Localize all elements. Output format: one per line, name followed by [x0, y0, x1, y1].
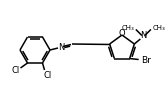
Text: Cl: Cl: [11, 66, 20, 76]
Text: N: N: [140, 32, 147, 40]
Text: Cl: Cl: [43, 72, 52, 80]
Text: Br: Br: [141, 56, 151, 65]
Text: CH₃: CH₃: [152, 25, 165, 31]
Text: N: N: [58, 42, 64, 52]
Text: CH₃: CH₃: [122, 25, 134, 31]
Text: O: O: [119, 29, 125, 38]
